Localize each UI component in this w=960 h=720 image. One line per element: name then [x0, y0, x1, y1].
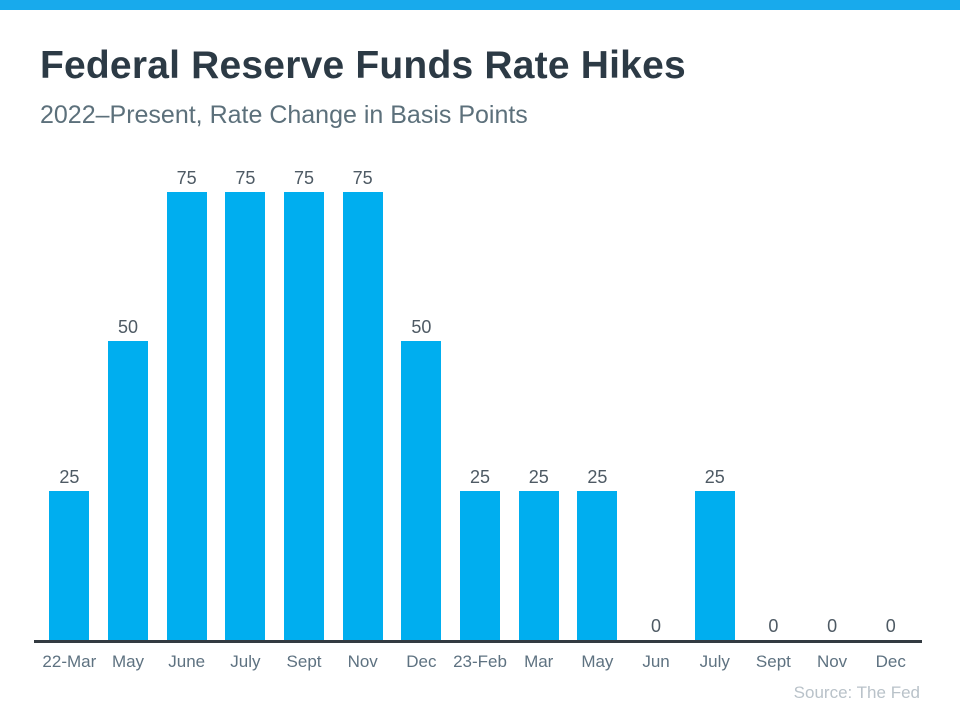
bar-column: 75 [216, 160, 275, 640]
bar-value-label: 75 [352, 168, 373, 188]
bar-value-label: 75 [294, 168, 315, 188]
bar-column: 25 [568, 160, 627, 640]
x-axis-tick-label: May [111, 652, 145, 671]
bar-value-label: 75 [235, 168, 256, 188]
bar-value-label: 50 [411, 317, 432, 337]
bar-column: 50 [392, 160, 451, 640]
bar-column: 0 [744, 160, 803, 640]
chart-title: Federal Reserve Funds Rate Hikes [40, 44, 686, 87]
bar [108, 341, 148, 640]
bar-value-label: 25 [587, 467, 608, 487]
chart-subtitle: 2022–Present, Rate Change in Basis Point… [40, 101, 528, 129]
bar [577, 491, 618, 640]
top-accent-banner [0, 0, 960, 10]
x-axis-tick-label: Dec [406, 652, 437, 671]
bar-chart: 25 50 75 75 75 75 50 25 25 25 0 25 0 0 0 22-Mar May June… [34, 160, 922, 672]
bar-column: 0 [803, 160, 862, 640]
bar-value-label: 25 [528, 467, 549, 487]
bar [518, 491, 559, 640]
x-axis-tick-label: Sept [286, 652, 322, 671]
x-axis-tick-label: July [699, 652, 730, 671]
x-axis-tick-label: Jun [642, 652, 670, 671]
bar-value-label: 0 [768, 616, 779, 636]
bar [401, 341, 442, 640]
bar [342, 192, 383, 640]
x-axis-tick-label: 23-Feb [453, 652, 507, 671]
x-axis-tick-label: Sept [755, 652, 791, 671]
bar [460, 491, 501, 640]
x-axis-tick-label: Nov [347, 652, 378, 671]
bar-value-label: 0 [651, 616, 662, 636]
bar-column: 25 [685, 160, 744, 640]
bars-row: 25 50 75 75 75 75 50 25 25 25 0 25 0 0 0 [40, 160, 920, 640]
bar-value-label: 25 [704, 467, 725, 487]
bar [225, 192, 266, 640]
bar-value-label: 0 [827, 616, 838, 636]
bar-value-label: 0 [885, 616, 896, 636]
x-axis-tick-label: 22-Mar [42, 652, 97, 671]
x-axis-tick-label: Mar [524, 652, 554, 671]
x-axis-tick-label: June [168, 652, 206, 671]
bar-column: 0 [627, 160, 686, 640]
x-axis-line [34, 640, 922, 643]
bar-column: 25 [509, 160, 568, 640]
bar-column: 75 [333, 160, 392, 640]
bar [284, 192, 325, 640]
bar-column: 25 [451, 160, 510, 640]
bar-value-label: 50 [117, 317, 139, 337]
x-axis-tick-label: Dec [875, 652, 906, 671]
bar [166, 192, 207, 640]
bar-value-label: 25 [470, 467, 491, 487]
source-attribution: Source: The Fed [793, 683, 920, 702]
bar-column: 0 [861, 160, 920, 640]
bar-value-label: 75 [176, 168, 197, 188]
bar-column: 75 [275, 160, 334, 640]
x-axis-tick-label: Nov [816, 652, 848, 671]
x-axis-tick-label: July [230, 652, 261, 671]
bar-value-label: 25 [59, 467, 80, 487]
bar [49, 491, 90, 640]
bar-column: 75 [157, 160, 216, 640]
bar [694, 491, 735, 640]
bar-column: 50 [99, 160, 158, 640]
bar-column: 25 [40, 160, 99, 640]
x-axis-labels: 22-Mar May June July Sept Nov Dec 23-Feb Mar May J… [40, 652, 920, 672]
x-axis-tick-label: May [581, 652, 614, 671]
